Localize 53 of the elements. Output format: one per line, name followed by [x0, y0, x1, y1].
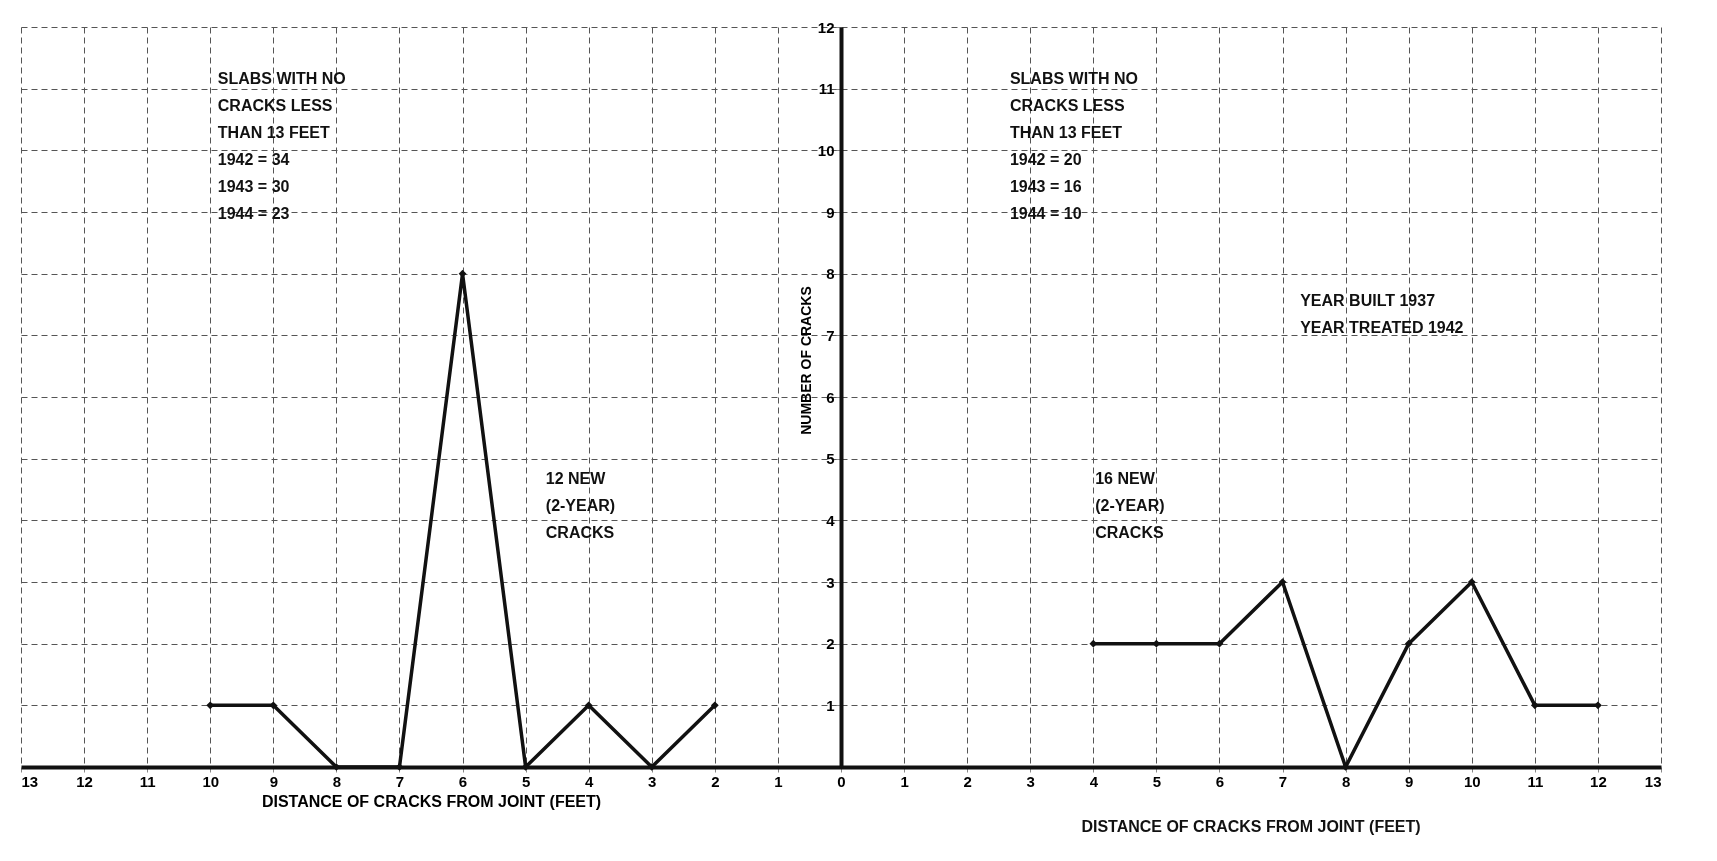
point [1404, 639, 1413, 648]
x-tick-label: 10 [202, 772, 220, 790]
annotation: SLABS WITH NO CRACKS LESS THAN 13 FEET 1942 = 20 1943 = 16 1944 = 10 [1009, 70, 1138, 223]
annotation: SLABS WITH NO CRACKS LESS THAN 13 FEET 1942 = 34 1943 = 30 1944 = 23 [217, 70, 346, 223]
annotation: 12 NEW (2-YEAR) CRACKS [545, 470, 616, 541]
x-axis-title: DISTANCE OF CRACKS FROM JOINT (FEET) [261, 792, 602, 810]
x-tick-label: 8 [332, 772, 342, 790]
y-tick-label: 3 [826, 573, 835, 591]
point [1594, 701, 1602, 710]
point [584, 701, 593, 710]
x-tick-label: 6 [458, 772, 468, 790]
point [1530, 701, 1539, 710]
x-tick-label: 1 [774, 772, 783, 790]
x-tick-label: 3 [1026, 772, 1035, 790]
annotation: 16 NEW (2-YEAR) CRACKS [1095, 470, 1165, 541]
point [710, 701, 719, 710]
y-tick-label: 7 [826, 326, 835, 344]
x-tick-label: 3 [648, 772, 657, 790]
x-tick-label: 4 [1089, 772, 1099, 790]
annotation: YEAR BUILT 1937 YEAR TREATED 1942 [1300, 292, 1464, 337]
x-tick-label: 10 [1463, 772, 1481, 790]
x-tick-label: 0 [837, 772, 846, 790]
x-tick-label: 9 [269, 772, 278, 790]
x-tick-label: 12 [76, 772, 93, 790]
y-tick-label: 9 [826, 203, 835, 221]
y-tick-label: 12 [817, 18, 835, 36]
x-tick-label: 11 [139, 772, 156, 790]
y-tick-label: 2 [826, 635, 835, 653]
x-tick-label: 2 [963, 772, 972, 790]
x-tick-label: 13 [21, 772, 39, 790]
y-axis-title: NUMBER OF CRACKS [797, 286, 814, 435]
x-tick-label: 13 [1644, 772, 1662, 790]
x-tick-label: 4 [585, 772, 595, 790]
y-tick-label: 10 [817, 141, 835, 159]
x-tick-label: 9 [1405, 772, 1414, 790]
x-tick-label: 7 [1278, 772, 1288, 790]
x-tick-label: 7 [395, 772, 405, 790]
x-tick-label: 1 [900, 772, 909, 790]
y-tick-label: 11 [818, 80, 835, 98]
point [1467, 578, 1476, 586]
x-tick-label: 11 [1527, 772, 1544, 790]
x-tick-label: 6 [1215, 772, 1225, 790]
y-tick-label: 4 [826, 511, 836, 529]
text: DISTANCE OF CRACKS FROM JOINT (FEET) [1081, 817, 1421, 835]
x-tick-label: 8 [1341, 772, 1351, 790]
y-tick-label: 6 [826, 388, 835, 406]
y-tick-label: 8 [826, 265, 835, 283]
x-tick-label: 5 [521, 772, 531, 790]
x-tick-label: 2 [711, 772, 720, 790]
x-tick-label: 5 [1152, 772, 1162, 790]
x-tick-label: 12 [1590, 772, 1607, 790]
y-tick-label: 1 [826, 696, 835, 714]
y-tick-label: 5 [826, 450, 835, 468]
